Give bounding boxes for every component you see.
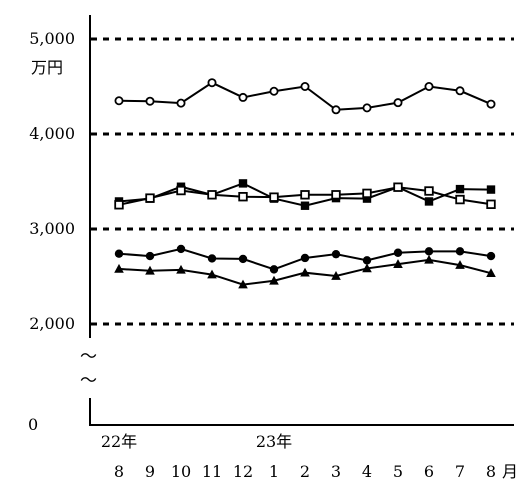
y-zero-label: 0 <box>28 415 38 434</box>
y-tick-label: 2,000 <box>29 314 75 333</box>
data-point <box>486 268 496 277</box>
x-tick-label: 4 <box>362 462 372 481</box>
data-point <box>486 185 496 194</box>
data-point <box>424 82 434 92</box>
data-point <box>145 96 155 106</box>
series-open-square <box>114 182 496 210</box>
data-point <box>145 193 155 203</box>
data-point <box>300 253 310 263</box>
data-point <box>393 248 403 257</box>
data-point <box>362 188 372 199</box>
data-point <box>455 260 465 269</box>
data-point <box>300 201 310 210</box>
data-point <box>114 249 124 258</box>
data-point <box>176 185 186 196</box>
y-tick-labels: 5,000 4,000 3,000 2,000 <box>29 29 75 333</box>
data-point <box>269 275 279 285</box>
x-tick-label: 3 <box>331 462 341 481</box>
data-point <box>486 251 496 261</box>
x-tick-label: 1 <box>269 462 279 481</box>
data-point <box>486 199 496 209</box>
y-tick-label: 5,000 <box>29 29 75 48</box>
x-tick-label: 2 <box>300 462 310 481</box>
data-point <box>424 197 434 206</box>
x-tick-label: 9 <box>145 462 155 481</box>
data-point <box>238 191 248 202</box>
data-point <box>362 263 372 273</box>
data-point <box>300 190 310 200</box>
data-point <box>145 265 155 275</box>
x-tick-label: 5 <box>393 462 403 481</box>
x-tick-label: 12 <box>233 462 253 481</box>
data-point <box>362 103 372 113</box>
data-point <box>207 254 217 263</box>
data-point <box>393 98 403 108</box>
x-tick-label: 7 <box>455 462 465 481</box>
data-point <box>331 249 341 259</box>
data-point <box>207 269 217 279</box>
data-point <box>207 190 217 200</box>
data-point <box>455 86 465 96</box>
x-tick-label: 8 <box>114 462 124 481</box>
series-filled-triangle <box>114 254 496 289</box>
x-tick-label: 11 <box>202 462 222 481</box>
data-point <box>269 265 279 274</box>
data-point <box>362 194 372 203</box>
data-point <box>393 182 403 192</box>
data-point <box>424 186 434 196</box>
axis-break-lower: 〜 <box>80 371 97 391</box>
data-point <box>114 96 124 106</box>
x-tick-label: 6 <box>424 462 434 481</box>
data-point <box>331 105 341 115</box>
y-tick-label: 3,000 <box>29 219 75 238</box>
data-point <box>486 99 496 109</box>
data-point <box>176 264 186 274</box>
data-point <box>238 179 248 188</box>
grid-lines <box>91 37 514 326</box>
data-point <box>269 192 279 202</box>
data-point <box>145 251 155 261</box>
data-point <box>455 184 465 194</box>
data-point <box>238 254 248 264</box>
series-filled-circle <box>114 244 496 274</box>
y-tick-label: 4,000 <box>29 124 75 143</box>
data-point <box>176 244 186 254</box>
x-tick-labels: 8 9 10 11 12 1 2 3 4 5 6 7 8 <box>114 462 496 481</box>
year-label: 23年 <box>256 432 292 451</box>
data-point <box>176 98 186 108</box>
data-point <box>238 92 248 102</box>
x-tick-label: 10 <box>171 462 191 481</box>
data-point <box>455 247 465 256</box>
axes <box>89 15 514 426</box>
series-group <box>114 78 496 289</box>
data-point <box>300 267 310 277</box>
data-point <box>269 86 279 96</box>
data-point <box>331 271 341 280</box>
data-point <box>238 279 248 289</box>
year-labels: 22年 23年 <box>101 432 292 451</box>
data-point <box>424 247 434 256</box>
series-open-circle <box>114 78 496 115</box>
data-point <box>424 254 434 264</box>
data-point <box>362 256 372 265</box>
x-tick-label: 8 <box>486 462 496 481</box>
x-unit-label: 月 <box>502 462 518 481</box>
y-unit-label: 万円 <box>31 58 63 77</box>
data-point <box>455 194 465 205</box>
data-point <box>207 78 217 88</box>
data-point <box>114 263 124 273</box>
axis-break-upper: 〜 <box>80 347 97 367</box>
data-point <box>331 190 341 200</box>
data-point <box>114 200 124 210</box>
year-label: 22年 <box>101 432 137 451</box>
data-point <box>300 82 310 92</box>
data-point <box>393 259 403 268</box>
